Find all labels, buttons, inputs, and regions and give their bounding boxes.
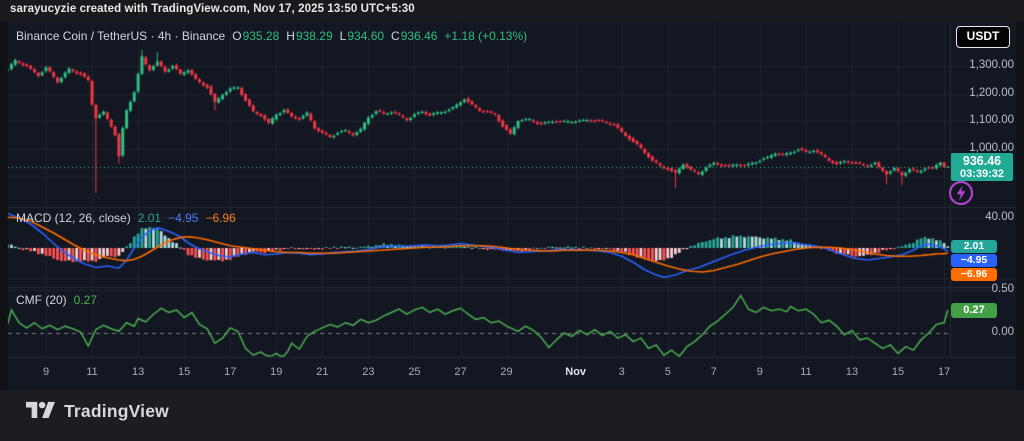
- symbol-legend[interactable]: Binance Coin / TetherUS · 4h · Binance O…: [16, 29, 527, 43]
- ohlc-open: O 935.28: [232, 29, 280, 43]
- time-tick-label: 29: [500, 366, 513, 378]
- ohlc-high: H 938.29: [286, 29, 333, 43]
- time-tick-label: 13: [131, 366, 145, 378]
- time-tick-label: 17: [937, 366, 951, 378]
- time-tick-label: 17: [224, 366, 237, 378]
- price-tick-label: 1,000.00: [969, 142, 1014, 154]
- attribution-text: sarayucyzie created with TradingView.com…: [10, 3, 415, 15]
- cmf-value: 0.27: [73, 293, 98, 307]
- time-tick-label: Nov: [565, 366, 587, 378]
- price-tick-label: 1,100.00: [969, 114, 1014, 127]
- macd-title[interactable]: MACD (12, 26, close): [16, 211, 131, 225]
- time-tick-label: 5: [664, 366, 671, 378]
- time-tick-label: 15: [178, 366, 191, 378]
- time-tick-label: 3: [618, 366, 625, 378]
- macd-legend[interactable]: MACD (12, 26, close) 2.01 −4.95 −6.96: [16, 211, 236, 225]
- time-tick-label: 7: [710, 366, 717, 378]
- time-tick-label: 11: [86, 366, 98, 378]
- macd-signal-value: −6.96: [205, 211, 236, 225]
- macd-hist-value: 2.01: [137, 211, 162, 225]
- ohlc-low: L 934.60: [339, 29, 385, 43]
- change-value: +1.18 (+0.13%): [444, 29, 528, 43]
- price-tick-label: 1,200.00: [969, 86, 1014, 99]
- attribution-bar: sarayucyzie created with TradingView.com…: [0, 0, 1024, 22]
- last-price-value: 936.46: [962, 154, 1002, 168]
- tradingview-mark-icon: [26, 401, 55, 418]
- time-tick-label: 9: [756, 366, 763, 378]
- time-tick-label: 23: [362, 366, 375, 378]
- cmf-value-badge: 0.27: [951, 303, 997, 318]
- macd-tick-label: 40.00: [985, 211, 1014, 223]
- time-tick-label: 13: [845, 366, 859, 378]
- cmf-tick-label: 0.00: [991, 326, 1014, 338]
- ohlc-close: C 936.46: [391, 29, 438, 43]
- bar-countdown: 03:39:32: [959, 168, 1005, 180]
- time-tick-label: 21: [316, 366, 329, 378]
- symbol-title[interactable]: Binance Coin / TetherUS · 4h · Binance: [16, 29, 226, 43]
- logo-bar: TradingView: [0, 390, 1024, 441]
- time-tick-label: 25: [408, 366, 421, 378]
- last-price-badge: 936.46 03:39:32: [951, 153, 1013, 181]
- macd-scale-badge: −4.95: [951, 254, 997, 267]
- time-tick-label: 27: [454, 366, 467, 378]
- macd-scale-badge: 2.01: [951, 240, 997, 253]
- lightning-marker-icon[interactable]: [948, 180, 974, 206]
- cmf-title[interactable]: CMF (20): [16, 293, 67, 307]
- tradingview-logo[interactable]: TradingView: [26, 400, 169, 423]
- price-tick-label: 1,300.00: [969, 59, 1014, 71]
- cmf-tick-label: 0.50: [991, 283, 1014, 296]
- cmf-legend[interactable]: CMF (20) 0.27: [16, 293, 97, 307]
- macd-scale-badge: −6.96: [951, 268, 997, 281]
- time-tick-label: 9: [42, 366, 50, 378]
- time-tick-label: 11: [800, 366, 812, 378]
- macd-line-value: −4.95: [168, 211, 199, 225]
- currency-toggle-button[interactable]: USDT: [956, 26, 1010, 48]
- tradingview-wordmark: TradingView: [64, 401, 169, 421]
- time-tick-label: 15: [891, 366, 905, 378]
- time-tick-label: 19: [270, 366, 283, 378]
